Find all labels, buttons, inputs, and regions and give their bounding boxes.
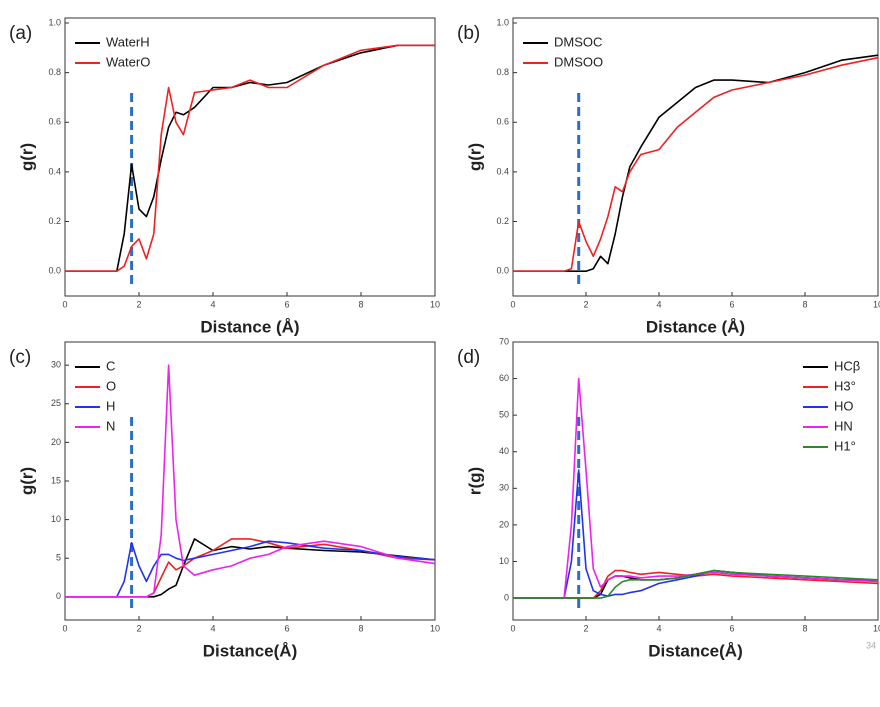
- legend-label: H3°: [834, 378, 856, 393]
- y-tick-label: 0.2: [48, 216, 61, 226]
- y-axis-label: r(g): [465, 467, 484, 495]
- x-tick-label: 0: [510, 623, 515, 633]
- panel-label: (c): [9, 347, 31, 368]
- y-tick-label: 60: [499, 373, 509, 383]
- y-tick-label: 0.4: [48, 166, 61, 176]
- legend-label: H1°: [834, 438, 856, 453]
- x-tick-label: 2: [136, 299, 141, 309]
- x-tick-label: 10: [873, 623, 880, 633]
- legend-label: HO: [834, 398, 854, 413]
- x-tick-label: 8: [802, 299, 807, 309]
- y-axis-label: g(r): [465, 143, 484, 171]
- series-line: [513, 54, 879, 273]
- x-tick-label: 10: [430, 299, 440, 309]
- series-line: [513, 569, 879, 599]
- plot-frame: [64, 17, 436, 297]
- legend-label: HN: [834, 418, 853, 433]
- y-tick-label: 5: [56, 553, 61, 563]
- series-line: [65, 44, 435, 273]
- legend-label: O: [106, 378, 116, 393]
- y-tick-label: 20: [51, 437, 61, 447]
- y-tick-label: 0: [504, 592, 509, 602]
- y-axis-label: g(r): [17, 143, 36, 171]
- series-line: [513, 56, 879, 273]
- y-tick-label: 30: [499, 483, 509, 493]
- x-axis-label: Distance (Å): [200, 317, 299, 336]
- y-tick-label: 25: [51, 398, 61, 408]
- x-tick-label: 10: [430, 623, 440, 633]
- y-tick-label: 10: [51, 514, 61, 524]
- x-tick-label: 8: [802, 623, 807, 633]
- y-tick-label: 70: [499, 336, 509, 346]
- y-tick-label: 1.0: [48, 17, 61, 27]
- plot-frame: [512, 341, 879, 621]
- x-tick-label: 8: [358, 299, 363, 309]
- series-line: [513, 469, 878, 599]
- series-line: [65, 540, 436, 598]
- x-tick-label: 4: [656, 623, 661, 633]
- y-tick-label: 0.6: [48, 117, 61, 127]
- legend-label: DMSOO: [554, 54, 603, 69]
- x-tick-label: 8: [358, 623, 363, 633]
- x-tick-label: 2: [583, 299, 588, 309]
- panel-label: (d): [457, 347, 480, 368]
- x-tick-label: 6: [284, 299, 289, 309]
- x-tick-label: 0: [62, 623, 67, 633]
- y-tick-label: 0.8: [496, 67, 509, 77]
- y-tick-label: 10: [499, 556, 509, 566]
- x-tick-label: 6: [729, 299, 734, 309]
- legend-label: H: [106, 398, 115, 413]
- y-tick-label: 0.0: [496, 266, 509, 276]
- legend-label: HCβ: [834, 358, 860, 373]
- legend-label: WaterH: [106, 34, 150, 49]
- x-tick-label: 2: [136, 623, 141, 633]
- y-tick-label: 0.2: [496, 216, 509, 226]
- x-axis-label: Distance(Å): [203, 641, 297, 660]
- x-tick-label: 6: [729, 623, 734, 633]
- x-tick-label: 2: [583, 623, 588, 633]
- x-tick-label: 10: [873, 299, 880, 309]
- page-number: 34: [866, 640, 876, 650]
- plot-frame: [64, 341, 436, 621]
- panel-label: (a): [9, 23, 32, 44]
- y-tick-label: 20: [499, 519, 509, 529]
- legend-label: DMSOC: [554, 34, 602, 49]
- series-line: [65, 364, 436, 598]
- y-tick-label: 0.0: [48, 266, 61, 276]
- y-tick-label: 0: [56, 591, 61, 601]
- legend-label: WaterO: [106, 54, 150, 69]
- panel-label: (b): [457, 23, 480, 44]
- y-tick-label: 15: [51, 475, 61, 485]
- series-line: [65, 44, 435, 273]
- x-axis-label: Distance(Å): [648, 641, 742, 660]
- y-tick-label: 0.4: [496, 166, 509, 176]
- series-line: [513, 377, 879, 599]
- y-tick-label: 50: [499, 410, 509, 420]
- x-tick-label: 4: [656, 299, 661, 309]
- y-tick-label: 30: [51, 360, 61, 370]
- x-tick-label: 0: [510, 299, 515, 309]
- y-tick-label: 1.0: [496, 17, 509, 27]
- y-tick-label: 0.8: [48, 67, 61, 77]
- x-tick-label: 4: [210, 623, 215, 633]
- x-tick-label: 6: [284, 623, 289, 633]
- x-axis-label: Distance (Å): [646, 317, 745, 336]
- x-tick-label: 4: [210, 299, 215, 309]
- y-tick-label: 40: [499, 446, 509, 456]
- legend-label: N: [106, 418, 115, 433]
- legend-label: C: [106, 358, 115, 373]
- x-tick-label: 0: [62, 299, 67, 309]
- y-axis-label: g(r): [17, 467, 36, 495]
- plot-frame: [512, 17, 879, 297]
- y-tick-label: 0.6: [496, 117, 509, 127]
